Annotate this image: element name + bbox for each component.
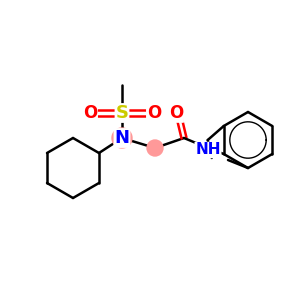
Text: O: O xyxy=(83,104,97,122)
Text: O: O xyxy=(169,104,183,122)
Circle shape xyxy=(147,140,163,156)
Text: N: N xyxy=(115,129,130,147)
Text: NH: NH xyxy=(195,142,221,158)
Text: O: O xyxy=(147,104,161,122)
Text: S: S xyxy=(116,104,128,122)
Circle shape xyxy=(112,128,132,148)
